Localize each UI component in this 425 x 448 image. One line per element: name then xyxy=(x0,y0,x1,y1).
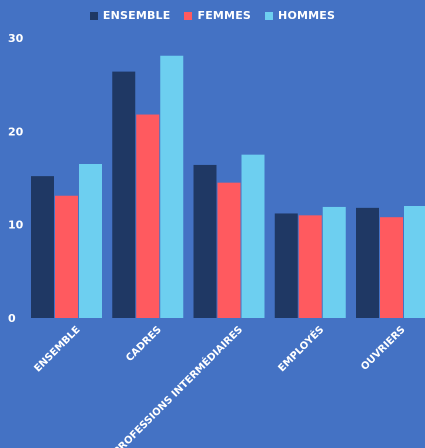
legend-item-femmes: FEMMES xyxy=(184,9,251,22)
bar xyxy=(404,206,425,318)
bar xyxy=(322,206,346,318)
bar xyxy=(193,164,217,318)
legend-item-hommes: HOMMES xyxy=(265,9,335,22)
legend-label-ensemble: ENSEMBLE xyxy=(102,9,171,22)
bar xyxy=(356,207,379,318)
x-tick-label: OUVRIERS xyxy=(359,324,407,372)
legend-swatch-ensemble xyxy=(89,11,98,20)
bar xyxy=(274,213,298,318)
chart-legend: ENSEMBLE FEMMES HOMMES xyxy=(0,9,425,22)
bar xyxy=(160,55,184,318)
y-tick-label: 30 xyxy=(8,32,24,45)
legend-item-ensemble: ENSEMBLE xyxy=(89,9,171,22)
y-tick-label: 20 xyxy=(8,125,24,138)
x-tick-label: PROFESSIONS INTERMÉDIAIRES xyxy=(110,323,245,448)
y-tick-label: 0 xyxy=(8,312,16,325)
bar xyxy=(112,71,136,318)
legend-swatch-femmes xyxy=(184,11,193,20)
legend-swatch-hommes xyxy=(265,11,274,20)
y-tick-label: 10 xyxy=(8,219,24,232)
x-tick-label: CADRES xyxy=(124,324,164,364)
bar xyxy=(31,176,54,318)
legend-label-femmes: FEMMES xyxy=(197,9,252,22)
bar xyxy=(79,164,102,318)
bar xyxy=(55,195,78,318)
x-tick-label: ENSEMBLE xyxy=(32,324,82,374)
bar xyxy=(217,182,241,318)
bar xyxy=(298,215,322,318)
legend-label-hommes: HOMMES xyxy=(278,9,336,22)
bar xyxy=(136,114,160,319)
bar xyxy=(241,154,265,318)
x-tick-label: EMPLOYÉS xyxy=(275,323,326,374)
bar xyxy=(380,217,403,318)
